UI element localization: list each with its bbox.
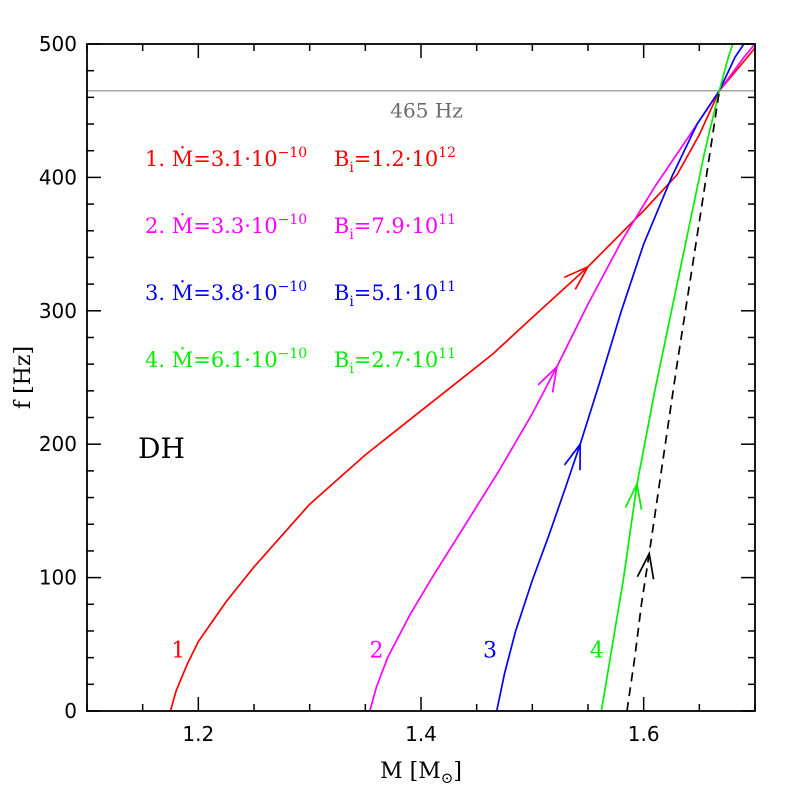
legend-b-exponent: 11	[438, 346, 456, 362]
series-line-5	[626, 90, 721, 712]
y-tick-label: 400	[39, 165, 77, 189]
legend-entry-4: 4. Ṁ=6.1·10−10 Bi=2.7·1011	[145, 346, 456, 377]
legend-mdot-exponent: −10	[278, 279, 308, 295]
series-arrow-4	[624, 481, 643, 510]
series-line-4	[600, 43, 734, 712]
y-tick-label: 100	[39, 566, 77, 590]
legend-b-value: =5.1·10	[354, 281, 438, 305]
x-tick-label: 1.6	[628, 722, 660, 746]
legend-mdot-exponent: −10	[278, 346, 308, 362]
legend-mdot: Ṁ=6.1·10	[172, 348, 278, 372]
legend-b: B	[334, 214, 349, 238]
legend-mdot: Ṁ=3.1·10	[172, 147, 278, 171]
legend-number: 2.	[145, 214, 172, 238]
y-tick-label: 0	[64, 699, 77, 723]
y-tick-label: 200	[39, 432, 77, 456]
x-tick-label: 1.4	[405, 722, 437, 746]
x-axis-title-close: ]	[453, 759, 462, 784]
legend-mdot: Ṁ=3.3·10	[172, 214, 278, 238]
legend-mdot: Ṁ=3.8·10	[172, 281, 278, 305]
plot-frame	[86, 43, 756, 712]
legend-mdot-exponent: −10	[278, 212, 308, 228]
series-line-1	[169, 47, 756, 712]
y-tick-label: 500	[39, 32, 77, 56]
text-group: 465 Hz DH f [Hz] M [M⊙]	[11, 99, 463, 787]
series-arrow-5	[636, 550, 655, 580]
legend-b: B	[334, 281, 349, 305]
series-label-3: 3	[483, 639, 497, 664]
series-arrow-2	[537, 364, 559, 393]
series-label-2: 2	[369, 639, 383, 664]
legend-b-value: =1.2·10	[354, 147, 438, 171]
x-tick-label: 1.2	[182, 722, 214, 746]
legend-b-value: =7.9·10	[354, 214, 438, 238]
legend-b-subscript: i	[349, 361, 354, 377]
series-line-3	[495, 43, 745, 712]
legend-number: 4.	[145, 348, 172, 372]
x-axis-title-sun-symbol: ⊙	[441, 769, 454, 787]
y-tick-label: 300	[39, 299, 77, 323]
legend-entry-3: 3. Ṁ=3.8·10−10 Bi=5.1·1011	[145, 279, 456, 310]
legend-number: 3.	[145, 281, 172, 305]
legend-b: B	[334, 348, 349, 372]
series-line-2	[368, 43, 756, 712]
legend-number: 1.	[145, 147, 172, 171]
series-label-4: 4	[590, 639, 604, 664]
series-label-1: 1	[171, 639, 185, 664]
legend-b-exponent: 12	[438, 145, 456, 161]
series-arrow-1	[563, 264, 590, 290]
x-axis-title-main: M [M	[380, 759, 441, 784]
legend-entry-2: 2. Ṁ=3.3·10−10 Bi=7.9·1011	[145, 212, 456, 243]
panel-label: DH	[138, 432, 185, 465]
reference-line-label: 465 Hz	[390, 99, 463, 123]
legend-spacer	[307, 348, 334, 372]
legend-b-subscript: i	[349, 294, 354, 310]
legend-b-subscript: i	[349, 227, 354, 243]
legend-spacer	[307, 147, 334, 171]
legend-mdot-exponent: −10	[278, 145, 308, 161]
legend-b: B	[334, 147, 349, 171]
legend-b-exponent: 11	[438, 212, 456, 228]
x-axis-title: M [M⊙]	[380, 759, 462, 787]
legend-b-subscript: i	[349, 160, 354, 176]
legend-spacer	[307, 281, 334, 305]
legend-spacer	[307, 214, 334, 238]
legend-entry-1: 1. Ṁ=3.1·10−10 Bi=1.2·1012	[145, 145, 456, 176]
legend-b-exponent: 11	[438, 279, 456, 295]
y-axis-title: f [Hz]	[11, 346, 36, 409]
series-arrow-3	[563, 441, 582, 471]
legend-b-value: =2.7·10	[354, 348, 438, 372]
